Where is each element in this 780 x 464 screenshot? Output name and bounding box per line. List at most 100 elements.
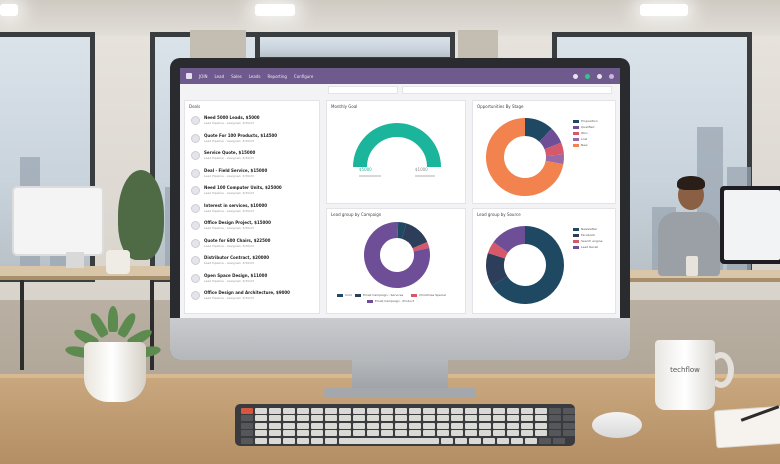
lead-by-campaign-donut <box>364 222 430 288</box>
background-pot <box>106 250 130 274</box>
gauge-base-left <box>359 175 381 177</box>
key <box>563 430 575 437</box>
key <box>283 408 295 414</box>
key <box>549 408 561 414</box>
gauge-inner <box>381 151 413 168</box>
key <box>353 415 365 422</box>
menu-item[interactable]: Sales <box>231 73 242 79</box>
gauge-arc-achieved <box>353 123 441 168</box>
ceiling-light <box>0 4 18 16</box>
menu-item[interactable]: Reporting <box>267 73 287 79</box>
key <box>479 430 491 437</box>
deal-row[interactable]: Quote for 600 Chairs, $22500 Lead Pipelin… <box>191 238 311 250</box>
bell-icon[interactable] <box>597 73 602 79</box>
key <box>311 415 323 422</box>
key <box>493 408 505 414</box>
deal-sub: Lead Pipeline - Assigned, 3/30/23 <box>204 261 254 265</box>
key <box>507 422 519 429</box>
gauge-left-label: $5000 <box>359 167 372 172</box>
key <box>283 415 295 422</box>
lead-by-source-title: Lead group by Source <box>477 212 521 217</box>
key <box>479 422 491 429</box>
key <box>381 415 393 422</box>
deal-name: Quote For 100 Products, $14500 <box>204 132 278 138</box>
key <box>563 422 575 429</box>
deal-name: Deal - Field Service, $15000 <box>204 167 268 173</box>
status-icon[interactable] <box>585 73 590 79</box>
legend-item: Newsletter <box>573 227 597 231</box>
deal-sub: Lead Pipeline - Assigned, 3/30/23 <box>204 138 254 143</box>
key <box>521 408 533 414</box>
deal-avatar <box>191 133 200 143</box>
deal-sub: Lead Pipeline - Assigned, 3/30/23 <box>204 173 254 178</box>
key <box>269 437 281 444</box>
deal-row[interactable]: Need 100 Computer Units, $25000 Lead Pipe… <box>191 185 311 197</box>
legend-item: Christmas Special <box>411 293 446 297</box>
slice-proposition <box>524 118 552 143</box>
deal-avatar <box>191 151 200 160</box>
app-logo[interactable]: JOIN <box>199 73 208 79</box>
menu-item[interactable]: Lead <box>214 73 225 79</box>
deal-row[interactable]: Service Quote, $15000 Lead Pipeline - Ass… <box>191 150 311 162</box>
deal-row[interactable]: Open Space Design, $11000 Lead Pipeline -… <box>191 273 311 285</box>
app-menu-icon[interactable] <box>186 73 192 79</box>
legend-item: Email Campaign - Product <box>367 299 414 303</box>
key <box>325 408 337 414</box>
key <box>493 422 505 429</box>
key <box>539 437 551 444</box>
key <box>423 422 435 429</box>
key <box>353 408 365 414</box>
key <box>367 408 379 414</box>
key <box>535 408 547 414</box>
deal-row[interactable]: Deal - Field Service, $15000 Lead Pipelin… <box>191 168 311 180</box>
menu-item[interactable]: Configure <box>293 73 314 79</box>
key <box>409 422 421 429</box>
imac-stand <box>352 360 448 390</box>
deal-row[interactable]: Quote For 100 Products, $14500 Lead Pipel… <box>191 133 311 145</box>
deal-row[interactable]: Office Design Project, $15000 Lead Pipeli… <box>191 220 311 232</box>
legend-item: Lost <box>573 137 587 141</box>
gauge-base-right <box>415 175 435 177</box>
key <box>353 430 365 437</box>
key <box>297 422 309 429</box>
key <box>451 422 463 429</box>
key <box>311 437 323 444</box>
deal-row[interactable]: Office Design and Architecture, $9000 Lea… <box>191 290 311 302</box>
chat-icon[interactable] <box>573 73 578 79</box>
key <box>325 422 337 429</box>
deal-row[interactable]: Need 5000 Leads, $5000 Lead Pipeline - As… <box>191 115 311 127</box>
menu-item[interactable]: Leads <box>248 73 261 79</box>
mouse <box>592 412 642 438</box>
key <box>479 415 491 422</box>
key <box>283 430 295 437</box>
key <box>241 415 253 422</box>
key <box>297 430 309 437</box>
monthly-goal-title: Monthly Goal <box>331 104 358 109</box>
deal-row[interactable]: Distributor Contract, $20000 Lead Pipelin… <box>191 255 311 267</box>
screen: JOIN Lead Sales Leads Reporting Configur… <box>180 68 620 318</box>
avatar[interactable] <box>609 73 614 79</box>
deal-avatar <box>191 116 200 125</box>
lead-by-source-donut <box>486 226 564 304</box>
key <box>549 415 561 422</box>
key <box>255 408 267 414</box>
key <box>553 437 565 444</box>
deal-row[interactable]: Interest in services, $10000 Lead Pipelin… <box>191 203 311 215</box>
key <box>367 415 379 422</box>
key <box>549 422 561 429</box>
slice-lost <box>545 154 564 165</box>
key <box>507 408 519 414</box>
slice-christmas-special <box>412 242 430 252</box>
key <box>381 408 393 414</box>
deal-avatar <box>191 168 200 178</box>
desk-leg <box>20 280 24 370</box>
key <box>241 430 253 437</box>
keyboard <box>235 404 575 446</box>
stat-box <box>402 86 612 94</box>
key <box>395 422 407 429</box>
key <box>269 422 281 429</box>
key <box>535 415 547 422</box>
deal-sub: Lead Pipeline - Assigned, 3/30/23 <box>204 191 254 195</box>
key <box>525 437 537 444</box>
opps-by-stage-donut <box>486 118 564 196</box>
